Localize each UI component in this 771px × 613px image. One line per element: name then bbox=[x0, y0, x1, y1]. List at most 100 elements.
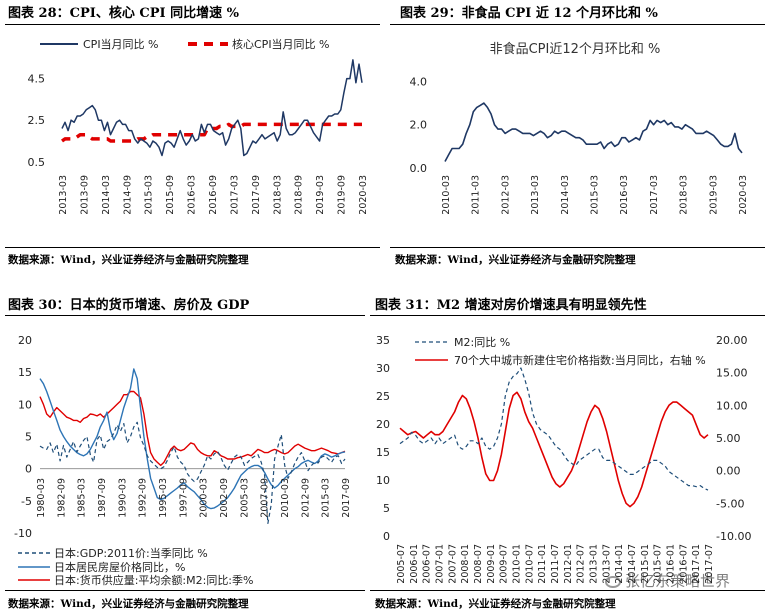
chart-30-ytick-1: -5 bbox=[21, 495, 32, 508]
chart-31-xtick-11: 2011-01 bbox=[537, 544, 548, 584]
chart-30-legend-label-0: 日本:GDP:2011价:当季同比 % bbox=[54, 546, 208, 560]
chart-30-xtick-11: 2007-09 bbox=[260, 478, 271, 518]
chart-28-legend-label-core: 核心CPI当月同比 % bbox=[232, 37, 330, 51]
panel-29-source: 数据来源：Wind，兴业证券经济与金融研究院整理 bbox=[395, 254, 636, 266]
chart-31-xtick-12: 2011-07 bbox=[550, 544, 561, 584]
chart-31-xtick-2: 2006-07 bbox=[422, 544, 433, 584]
chart-29-ytick-1: 2.0 bbox=[410, 119, 428, 132]
chart-31-xtick-6: 2008-07 bbox=[473, 544, 484, 584]
chart-31-xtick-16: 2013-07 bbox=[601, 544, 612, 584]
chart-29-xtick-4: 2014-03 bbox=[560, 175, 571, 215]
chart-31-xtick-5: 2008-01 bbox=[460, 544, 471, 584]
chart-31-legend-label-m2: M2:同比 % bbox=[454, 336, 510, 349]
chart-29-title: 非食品CPI近12个月环比和 % bbox=[490, 41, 661, 57]
chart-31-right-ytick-0: -10.00 bbox=[716, 530, 751, 543]
wechat-logo-icon bbox=[605, 575, 621, 588]
chart-31-xtick-7: 2009-01 bbox=[486, 544, 497, 584]
chart-28-xtick-7: 2016-09 bbox=[208, 175, 219, 215]
chart-31-left-ytick-1: 5 bbox=[383, 502, 390, 515]
rule-top-left bbox=[5, 24, 380, 25]
chart-28-xtick-11: 2018-09 bbox=[294, 175, 305, 215]
chart-28-xtick-12: 2019-03 bbox=[315, 175, 326, 215]
chart-30-xtick-1: 1982-09 bbox=[56, 478, 67, 518]
chart-29-xtick-10: 2020-03 bbox=[738, 175, 749, 215]
chart-28-xtick-4: 2015-03 bbox=[144, 175, 155, 215]
chart-31-right-ytick-4: 10.00 bbox=[716, 399, 748, 412]
chart-30-series-gdp bbox=[39, 421, 346, 525]
chart-29-xtick-6: 2016-03 bbox=[619, 175, 630, 215]
chart-31-xtick-18: 2014-07 bbox=[627, 544, 638, 584]
chart-29-xtick-0: 2010-03 bbox=[441, 175, 452, 215]
chart-30-series-m2 bbox=[39, 390, 346, 467]
chart-29-series-nonfood-cpi bbox=[444, 102, 743, 162]
chart-28-xtick-14: 2020-03 bbox=[358, 175, 369, 215]
chart-28-series-core-cpi bbox=[60, 122, 362, 143]
chart-31-xtick-14: 2012-07 bbox=[576, 544, 587, 584]
chart-29-xtick-8: 2018-03 bbox=[679, 175, 690, 215]
chart-31-xtick-0: 2005-07 bbox=[396, 544, 407, 584]
chart-30-ytick-4: 10 bbox=[18, 398, 32, 411]
chart-29-xtick-3: 2013-03 bbox=[530, 175, 541, 215]
watermark-text: 张忆东策略世界 bbox=[625, 572, 731, 590]
chart-30-ytick-0: -10 bbox=[14, 527, 32, 540]
panel-31-source: 数据来源：Wind，兴业证券经济与金融研究院整理 bbox=[375, 598, 616, 610]
chart-30-xtick-12: 2010-03 bbox=[280, 478, 291, 518]
rule-4-bottom bbox=[370, 590, 765, 591]
chart-31-right-ytick-5: 15.00 bbox=[716, 367, 748, 380]
chart-30-ytick-3: 5 bbox=[25, 431, 32, 444]
chart-31-xtick-22: 2016-07 bbox=[678, 544, 689, 584]
chart-31-right-ytick-6: 20.00 bbox=[716, 334, 748, 347]
chart-30-xtick-6: 1995-03 bbox=[158, 478, 169, 518]
chart-30-xtick-3: 1987-09 bbox=[97, 478, 108, 518]
chart-30-xtick-8: 2000-03 bbox=[199, 478, 210, 518]
rule-3-bottom bbox=[5, 590, 365, 591]
chart-30-legend-label-2: 日本:货币供应量:平均余额:M2:同比:季% bbox=[54, 573, 253, 587]
chart-31-xtick-19: 2015-01 bbox=[640, 544, 651, 584]
chart-28-xtick-9: 2017-09 bbox=[251, 175, 262, 215]
chart-30-xtick-10: 2005-03 bbox=[239, 478, 250, 518]
chart-31-left-ytick-6: 30 bbox=[376, 362, 390, 375]
chart-28-legend-label-cpi: CPI当月同比 % bbox=[83, 37, 159, 51]
chart-28-xtick-8: 2017-03 bbox=[229, 175, 240, 215]
chart-29-ytick-2: 4.0 bbox=[410, 75, 428, 88]
rule-top-right bbox=[390, 24, 765, 25]
chart-31-xtick-8: 2009-07 bbox=[499, 544, 510, 584]
chart-30-xtick-14: 2015-03 bbox=[321, 478, 332, 518]
chart-30: -10 -5 0 5 10 15 20 1980-03 1982-09 1985-03 1987-0… bbox=[14, 334, 352, 587]
panel-31-title: 图表 31：M2 增速对房价增速具有明显领先性 bbox=[375, 298, 647, 313]
chart-30-xtick-4: 1990-03 bbox=[117, 478, 128, 518]
panel-28-title: 图表 28：CPI、核心 CPI 同比增速 % bbox=[8, 6, 239, 21]
chart-28-ytick-2: 4.5 bbox=[28, 73, 46, 86]
chart-31-right-ytick-1: -5.00 bbox=[716, 497, 744, 510]
chart-28-xtick-13: 2019-09 bbox=[337, 175, 348, 215]
chart-31-xtick-21: 2016-01 bbox=[666, 544, 677, 584]
chart-31-series-m2 bbox=[399, 367, 709, 491]
rule-4-top bbox=[370, 315, 765, 316]
chart-29-xtick-7: 2017-03 bbox=[649, 175, 660, 215]
rule-mid-right bbox=[390, 247, 765, 248]
chart-30-xtick-2: 1985-03 bbox=[77, 478, 88, 518]
chart-31-right-ytick-3: 5.00 bbox=[716, 432, 741, 445]
chart-29-xtick-5: 2015-03 bbox=[590, 175, 601, 215]
chart-30-ytick-2: 0 bbox=[25, 463, 32, 476]
chart-31-left-ytick-7: 35 bbox=[376, 334, 390, 347]
rule-mid-left bbox=[5, 247, 380, 248]
chart-31-right-ytick-2: 0.00 bbox=[716, 465, 741, 478]
chart-30-ytick-5: 15 bbox=[18, 366, 32, 379]
chart-28-xtick-10: 2018-03 bbox=[272, 175, 283, 215]
chart-30-series-house-price bbox=[39, 368, 346, 510]
rule-3-top bbox=[5, 315, 365, 316]
chart-31-xtick-9: 2010-01 bbox=[512, 544, 523, 584]
chart-29: 非食品CPI近12个月环比和 % 0.0 2.0 4.0 2010-03 2011-03 2… bbox=[410, 41, 750, 215]
chart-28: CPI当月同比 % 核心CPI当月同比 % 0.5 2.5 4.5 2013-03 2013… bbox=[28, 37, 370, 215]
chart-31-xtick-20: 2015-07 bbox=[653, 544, 664, 584]
chart-29-ytick-0: 0.0 bbox=[410, 162, 428, 175]
chart-28-ytick-1: 2.5 bbox=[28, 114, 46, 127]
panel-29-title: 图表 29：非食品 CPI 近 12 个月环比和 % bbox=[400, 6, 658, 21]
chart-31-xtick-3: 2007-01 bbox=[435, 544, 446, 584]
chart-30-xtick-9: 2002-09 bbox=[219, 478, 230, 518]
chart-31-left-ytick-5: 25 bbox=[376, 390, 390, 403]
chart-30-xtick-13: 2012-09 bbox=[300, 478, 311, 518]
chart-30-xtick-7: 1997-09 bbox=[178, 478, 189, 518]
chart-31-left-ytick-2: 10 bbox=[376, 474, 390, 487]
